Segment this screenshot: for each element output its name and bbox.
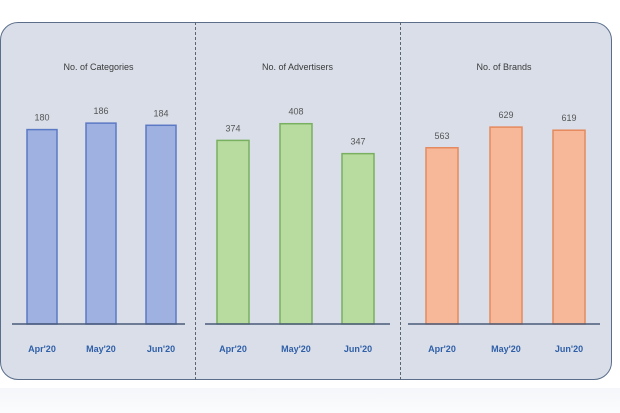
categories-value-label-2: 186 — [93, 106, 108, 116]
brands-chart-svg: No. of Brands 563 Apr'20 629 May'20 619 Jun'20 — [408, 62, 600, 354]
advertisers-tick-label-1: Apr'20 — [219, 344, 247, 354]
categories-bar-3 — [145, 124, 177, 325]
advertisers-tick-label-2: May'20 — [281, 344, 311, 354]
brands-bar-2 — [489, 126, 523, 325]
brands-value-label-2: 629 — [498, 110, 513, 120]
divider-1 — [195, 22, 196, 380]
categories-bar-1 — [26, 128, 58, 325]
advertisers-bar-3 — [341, 152, 375, 325]
categories-tick-label-1: Apr'20 — [28, 344, 56, 354]
brands-bar-3 — [552, 129, 586, 325]
advertisers-title: No. of Advertisers — [262, 62, 334, 72]
advertisers-tick-label-3: Jun'20 — [344, 344, 372, 354]
advertisers-bar-1 — [216, 139, 250, 325]
brands-value-label-1: 563 — [434, 131, 449, 141]
advertisers-bar-2 — [279, 122, 313, 325]
categories-tick-label-3: Jun'20 — [147, 344, 175, 354]
advertisers-value-label-1: 374 — [225, 123, 240, 133]
divider-2 — [400, 22, 401, 380]
brands-title: No. of Brands — [476, 62, 532, 72]
advertisers-value-label-2: 408 — [288, 107, 303, 117]
brands-value-label-3: 619 — [561, 113, 576, 123]
brands-tick-label-3: Jun'20 — [555, 344, 583, 354]
brands-chart: No. of Brands 563 Apr'20 629 May'20 619 Jun'20 — [400, 22, 612, 380]
brands-bar-1 — [425, 147, 459, 325]
bottom-strip — [0, 388, 620, 413]
advertisers-value-label-3: 347 — [350, 137, 365, 147]
categories-bar-2 — [85, 122, 117, 325]
brands-tick-label-2: May'20 — [491, 344, 521, 354]
advertisers-chart: No. of Advertisers 374 Apr'20 408 May'20 347 J… — [195, 22, 400, 380]
categories-chart: No. of Categories 180 Apr'20 186 May'20 184 Ju… — [0, 22, 195, 380]
advertisers-chart-svg: No. of Advertisers 374 Apr'20 408 May'20 347 J… — [205, 62, 390, 354]
categories-title: No. of Categories — [63, 62, 134, 72]
categories-chart-svg: No. of Categories 180 Apr'20 186 May'20 184 Ju… — [12, 62, 185, 354]
brands-tick-label-1: Apr'20 — [428, 344, 456, 354]
categories-value-label-1: 180 — [34, 113, 49, 123]
categories-tick-label-2: May'20 — [86, 344, 116, 354]
categories-value-label-3: 184 — [153, 108, 168, 118]
